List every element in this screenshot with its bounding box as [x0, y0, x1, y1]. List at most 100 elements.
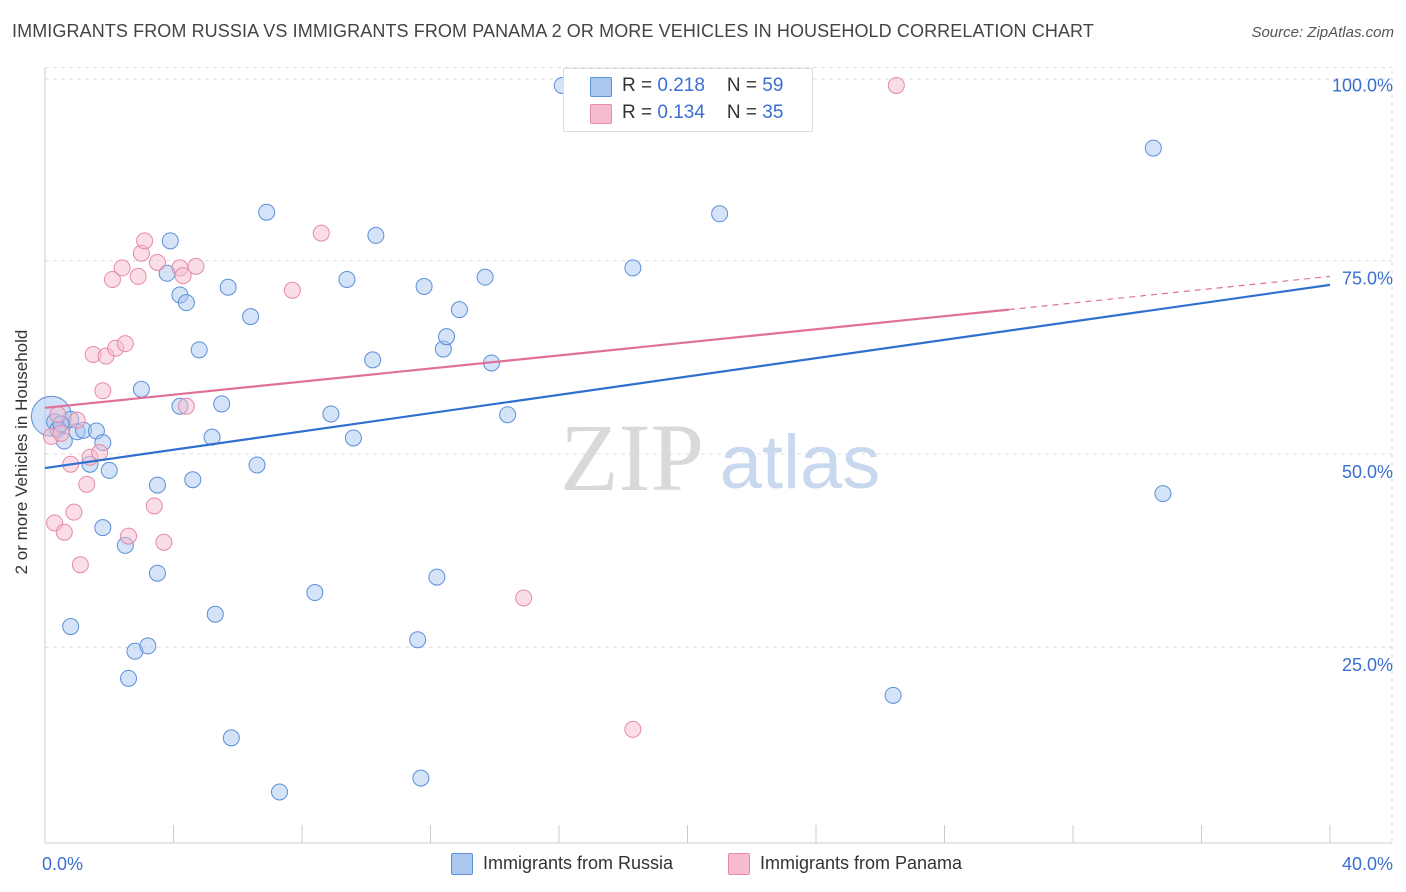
russia-point — [344, 429, 362, 447]
russia-point — [367, 226, 385, 244]
russia-point — [219, 278, 237, 296]
panama-point — [624, 720, 642, 738]
panama-point — [187, 257, 205, 275]
russia-point — [161, 232, 179, 250]
panama-point — [145, 497, 163, 515]
russia-legend-swatch — [451, 853, 473, 875]
panama-point — [155, 533, 173, 551]
russia-point — [450, 301, 468, 319]
panama-point — [71, 556, 89, 574]
y-tick-label: 75.0% — [1342, 269, 1393, 289]
panama-point — [52, 424, 70, 442]
russia-point — [428, 568, 446, 586]
panama-point — [136, 232, 154, 250]
panama-point — [129, 267, 147, 285]
russia-point — [148, 564, 166, 582]
source-label: Source: ZipAtlas.com — [1251, 24, 1394, 41]
russia-point — [624, 259, 642, 277]
russia-point — [120, 669, 138, 687]
russia-point — [248, 456, 266, 474]
russia-point — [1154, 485, 1172, 503]
russia-point — [438, 328, 456, 346]
russia-point — [100, 461, 118, 479]
panama-point — [78, 475, 96, 493]
axis-layer — [44, 68, 1392, 844]
r-value: 0.134 — [657, 102, 705, 123]
r-label: R = — [622, 102, 658, 123]
n-label: N = — [726, 75, 763, 96]
russia-point — [884, 686, 902, 704]
panama-point — [65, 503, 83, 521]
panama-point — [120, 527, 138, 545]
russia-point — [306, 584, 324, 602]
chart-title: IMMIGRANTS FROM RUSSIA VS IMMIGRANTS FRO… — [12, 21, 1094, 41]
n-value: 59 — [762, 75, 784, 96]
n-label: N = — [726, 102, 763, 123]
russia-point — [711, 205, 729, 223]
russia-point — [222, 729, 240, 747]
russia-point — [139, 637, 157, 655]
russia-point — [322, 405, 340, 423]
y-axis-label: 2 or more Vehicles in Household — [12, 329, 31, 575]
r-label: R = — [622, 75, 658, 96]
russia-point — [177, 294, 195, 312]
legend-russia-text: R = 0.218 N = 59 — [622, 75, 783, 97]
panama-point — [113, 259, 131, 277]
russia-point — [213, 395, 231, 413]
x-tick-label: 0.0% — [42, 854, 83, 874]
russia-point — [412, 769, 430, 787]
n-value: 35 — [762, 102, 784, 123]
panama-point — [94, 382, 112, 400]
y-tick-label: 25.0% — [1342, 655, 1393, 675]
panama-point — [887, 76, 905, 94]
russia-point — [242, 308, 260, 326]
panama-swatch — [590, 104, 612, 124]
russia-point — [271, 783, 289, 801]
panama-point — [91, 444, 109, 462]
russia-point — [190, 341, 208, 359]
panama-trend-line — [44, 308, 1009, 409]
russia-point — [364, 351, 382, 369]
watermark-zip: ZIP — [560, 404, 704, 511]
russia-swatch — [590, 77, 612, 97]
panama-point — [68, 411, 86, 429]
trend-layer — [44, 275, 1331, 470]
legend-panama-text: R = 0.134 N = 35 — [622, 102, 783, 124]
panama-point — [116, 335, 134, 353]
x-tick-label: 40.0% — [1342, 854, 1393, 874]
panama-point — [515, 589, 533, 607]
russia-point — [476, 268, 494, 286]
panama-trend-extension — [1008, 275, 1331, 311]
panama-point — [49, 406, 67, 424]
correlation-legend: R = 0.218 N = 59 R = 0.134 N = 35 — [563, 68, 813, 132]
panama-point — [312, 224, 330, 242]
russia-point — [184, 471, 202, 489]
russia-trend-line — [44, 283, 1331, 470]
tick-label-layer: 25.0% 50.0% 75.0% 100.0% 0.0% 40.0% — [42, 75, 1393, 874]
russia-point — [62, 618, 80, 636]
series-legend: Immigrants from Russia Immigrants from P… — [0, 852, 1406, 878]
panama-legend-label: Immigrants from Panama — [760, 853, 963, 873]
panama-point — [55, 523, 73, 541]
grid-layer — [45, 66, 1393, 843]
russia-point — [258, 203, 276, 221]
panama-point — [177, 397, 195, 415]
panama-point — [174, 267, 192, 285]
panama-legend-swatch — [728, 853, 750, 875]
panama-point — [283, 281, 301, 299]
russia-point — [415, 277, 433, 295]
russia-point — [338, 270, 356, 288]
russia-point — [206, 605, 224, 623]
panama-point — [148, 253, 166, 271]
y-tick-label: 100.0% — [1332, 75, 1393, 95]
watermark-atlas: atlas — [720, 420, 881, 505]
r-value: 0.218 — [657, 75, 705, 96]
russia-point — [1144, 139, 1162, 157]
russia-point — [132, 380, 150, 398]
russia-legend-label: Immigrants from Russia — [483, 853, 674, 873]
russia-point — [94, 519, 112, 537]
panama-point — [103, 270, 121, 288]
russia-point — [499, 406, 517, 424]
y-tick-label: 50.0% — [1342, 462, 1393, 482]
